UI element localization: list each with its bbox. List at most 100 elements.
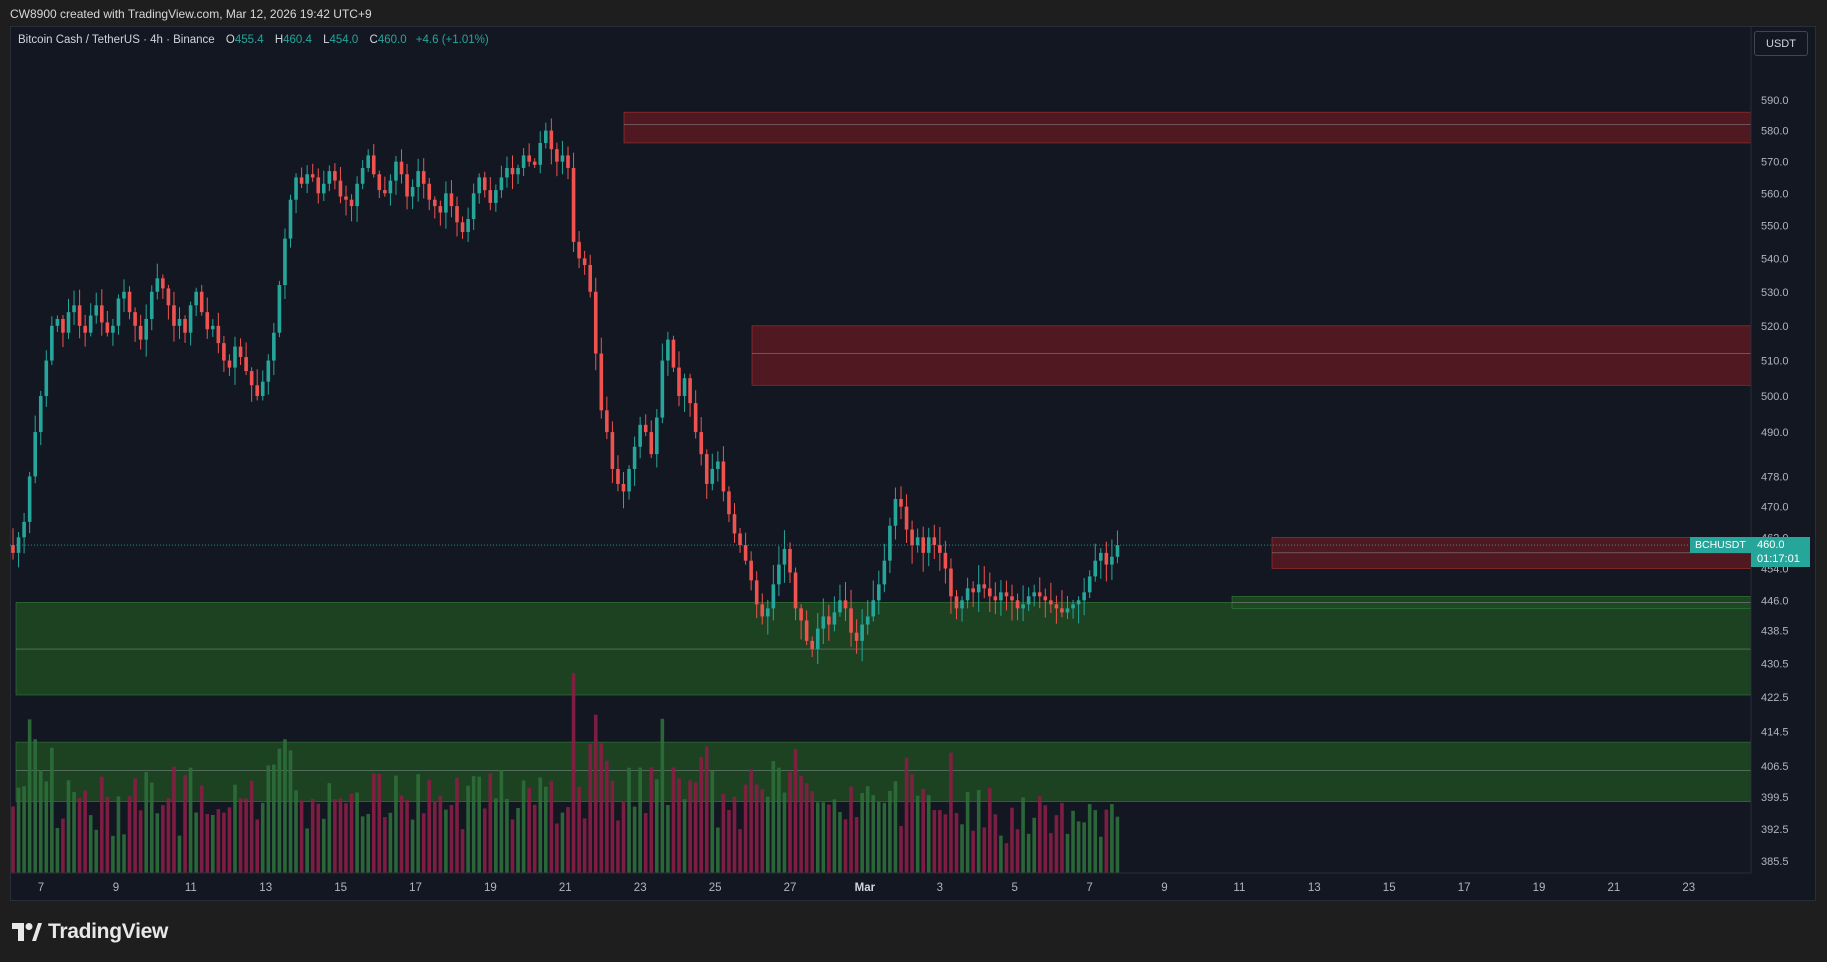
volume-bar — [710, 770, 715, 873]
volume-bar — [138, 810, 143, 873]
volume-bar — [1021, 797, 1025, 873]
volume-bar — [249, 780, 254, 873]
candle-body — [1015, 600, 1020, 609]
candle-body — [771, 584, 776, 609]
candle-body — [727, 491, 731, 515]
candle-body — [943, 552, 948, 569]
volume-bar — [915, 795, 920, 873]
volume-bar — [771, 761, 776, 873]
candle-body — [1043, 596, 1048, 601]
candle-body — [105, 322, 110, 333]
volume-bar — [1099, 836, 1103, 873]
volume-bar — [499, 770, 504, 873]
candle-body — [1076, 600, 1081, 605]
price-tick-label: 540.0 — [1761, 253, 1789, 265]
candle-body — [732, 514, 737, 534]
candle-body — [921, 537, 925, 553]
volume-bar — [999, 835, 1003, 873]
candle-body — [88, 315, 93, 333]
candle-body — [38, 395, 43, 433]
candle-body — [299, 177, 304, 184]
volume-bar — [177, 835, 182, 873]
candle-body — [1060, 608, 1064, 613]
candle-body — [421, 171, 426, 184]
candle-body — [1049, 600, 1053, 605]
volume-bar — [482, 808, 487, 873]
candle-body — [83, 325, 87, 333]
candle-body — [155, 278, 160, 292]
volume-bar — [1087, 804, 1092, 873]
candle-body — [810, 640, 814, 650]
candle-body — [605, 410, 609, 433]
time-tick-label: 21 — [559, 882, 572, 894]
price-tick-label: 570.0 — [1761, 157, 1789, 169]
volume-bar — [527, 787, 531, 873]
time-tick-label: 11 — [185, 882, 197, 894]
price-tick-label: 385.5 — [1761, 856, 1789, 868]
candle-body — [122, 291, 126, 299]
volume-bar — [688, 780, 692, 873]
candle-body — [593, 291, 598, 354]
currency-selector[interactable]: USDT — [1754, 31, 1808, 56]
candle-body — [482, 177, 487, 191]
volume-bar — [926, 795, 931, 873]
volume-bar — [72, 791, 76, 873]
volume-bar — [144, 772, 148, 873]
candle-body — [111, 325, 115, 333]
candle-body — [699, 432, 703, 455]
supply-zone-0 — [623, 111, 1752, 144]
volume-bar — [910, 774, 914, 873]
candle-body — [555, 149, 559, 162]
volume-bar — [366, 813, 370, 873]
volume-bar — [66, 780, 71, 873]
price-tick-label: 399.5 — [1761, 792, 1789, 804]
candle-body — [72, 305, 76, 313]
volume-bar — [571, 673, 576, 873]
candle-body — [349, 199, 354, 207]
volume-bar — [194, 812, 198, 873]
candle-body — [993, 596, 998, 601]
volume-bar — [244, 798, 248, 873]
volume-bar — [960, 824, 964, 873]
candle-body — [671, 339, 676, 368]
volume-bar — [371, 773, 376, 873]
price-tick-label: 590.0 — [1761, 95, 1789, 107]
volume-bar — [799, 775, 803, 873]
volume-bar — [738, 829, 742, 873]
volume-bar — [510, 819, 515, 873]
volume-bar — [410, 819, 415, 873]
candle-body — [938, 545, 942, 553]
volume-bar — [1071, 810, 1075, 873]
volume-bar — [865, 786, 870, 873]
volume-bar — [832, 799, 837, 873]
tradingview-logo[interactable]: TradingView — [12, 920, 168, 944]
candle-body — [355, 183, 359, 207]
candle-body — [666, 339, 670, 361]
candle-body — [133, 312, 137, 326]
candle-body — [360, 167, 365, 184]
bar-countdown: 01:17:01 — [1757, 553, 1800, 565]
candle-body — [1065, 608, 1070, 613]
candle-body — [571, 167, 576, 242]
volume-bar — [1004, 843, 1009, 873]
candle-body — [799, 608, 803, 621]
time-tick-label: 17 — [1458, 882, 1471, 894]
candle-body — [610, 432, 615, 469]
candle-body — [1071, 604, 1075, 609]
volume-bar — [1037, 796, 1042, 873]
time-tick-label: 13 — [259, 882, 272, 894]
candle-body — [366, 155, 370, 168]
candle-body — [333, 171, 337, 181]
candle-body — [616, 468, 620, 484]
volume-bar — [666, 805, 670, 873]
volume-bar — [88, 815, 93, 873]
candle-body — [904, 506, 909, 530]
volume-bar — [38, 770, 43, 873]
supply-zone-1 — [751, 325, 1752, 386]
volume-bar — [815, 802, 820, 873]
candle-body — [1104, 552, 1109, 565]
candle-body — [827, 616, 831, 625]
candle-body — [416, 171, 420, 187]
time-tick-label: 7 — [38, 882, 44, 894]
